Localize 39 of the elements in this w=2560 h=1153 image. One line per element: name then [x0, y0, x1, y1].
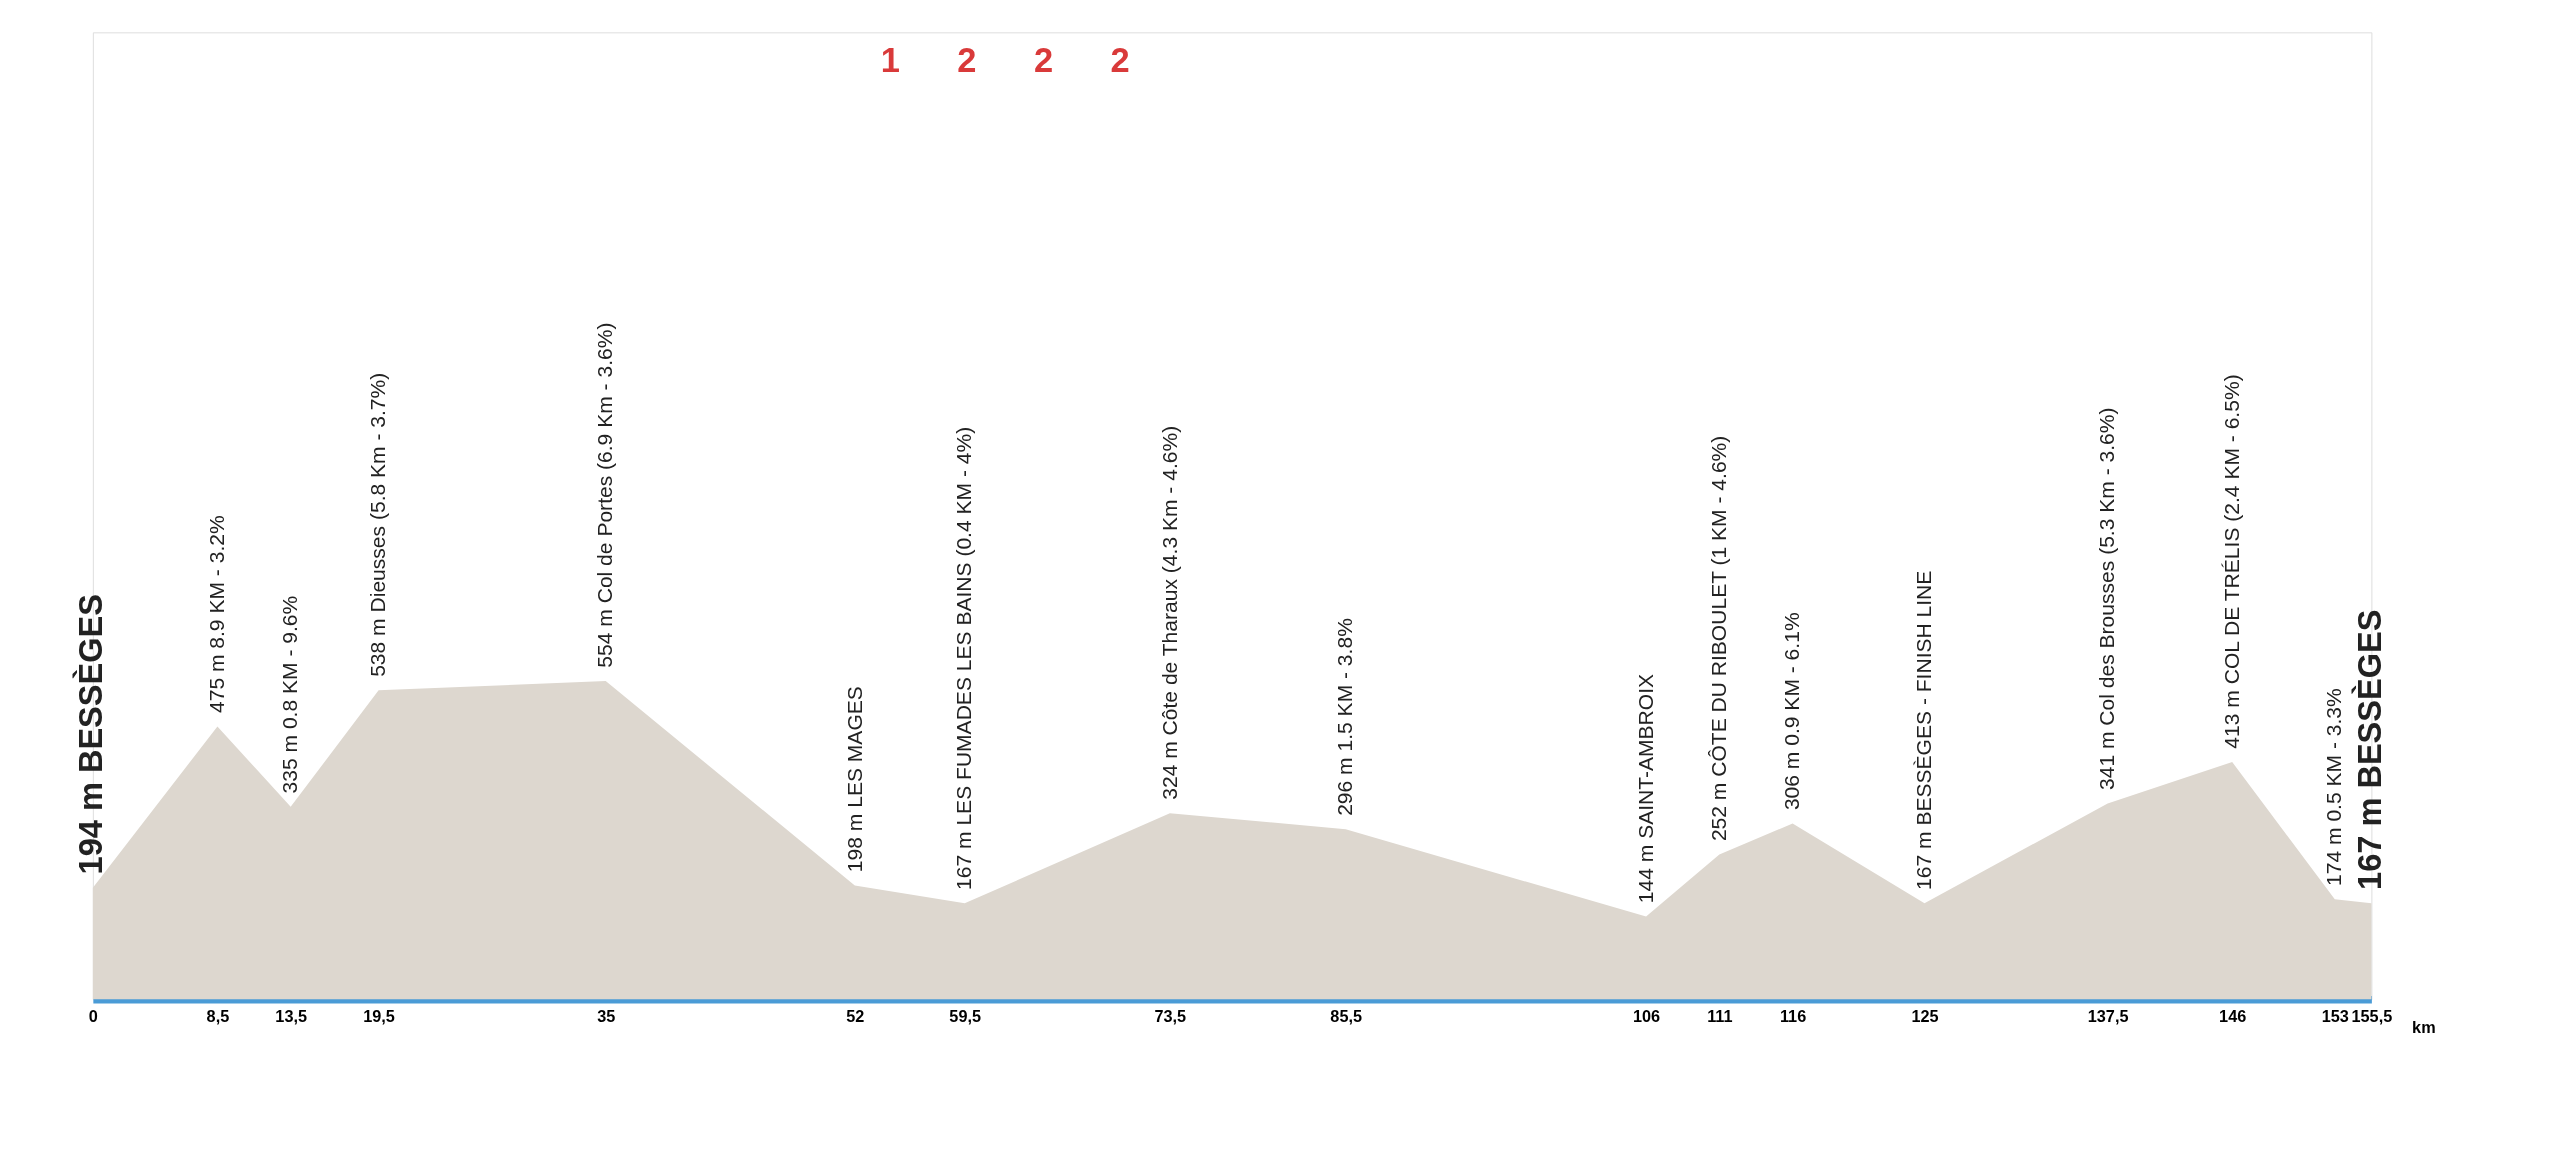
data-label: 144 m SAINT-AMBROIX: [1633, 673, 1657, 904]
x-tick-label: 85,5: [1330, 1006, 1363, 1025]
x-tick-label: 137,5: [2087, 1006, 2129, 1025]
data-label: 296 m 1.5 KM - 3.8%: [1333, 618, 1357, 816]
x-tick-label: 0: [88, 1006, 98, 1025]
x-tick-label: 52: [846, 1006, 865, 1025]
x-tick-label: 19,5: [363, 1006, 395, 1025]
data-label: 306 m 0.9 KM - 6.1%: [1780, 612, 1804, 811]
data-label: 335 m 0.8 KM - 9.6%: [278, 595, 302, 794]
text: 1: [880, 40, 900, 79]
x-tick-label: 153: [2321, 1006, 2349, 1025]
data-label: 538 m Dieusses (5.8 Km - 3.7%): [366, 372, 390, 677]
x-tick-label: 146: [2219, 1006, 2247, 1025]
x-tick-label: 111: [1707, 1006, 1733, 1025]
x-tick-label: 116: [1779, 1006, 1807, 1025]
x-tick-label: 125: [1911, 1006, 1939, 1025]
data-label: 554 m Col de Portes (6.9 Km - 3.6%): [593, 322, 617, 668]
text: 2: [1033, 40, 1054, 79]
data-label: 167 m BESSÈGES: [2350, 609, 2388, 890]
data-label: 174 m 0.5 KM - 3.3%: [2322, 688, 2346, 886]
data-label: 167 m BESSÈGES - FINISH LINE: [1912, 570, 1936, 890]
x-tick-label: 73,5: [1154, 1006, 1187, 1025]
x-axis-title: km: [2412, 1018, 2436, 1037]
data-label: 167 m LES FUMADES LES BAINS (0.4 KM - 4%): [952, 426, 976, 890]
data-label: 252 m CÔTE DU RIBOULET (1 KM - 4.6%): [1707, 435, 1731, 842]
data-label: 413 m COL DE TRÉLIS (2.4 KM - 6.5%): [2219, 374, 2243, 749]
data-label: 198 m LES MAGES: [842, 686, 866, 873]
data-label: 475 m 8.9 KM - 3.2%: [205, 515, 229, 714]
x-tick-label: 155,5: [2351, 1006, 2393, 1025]
x-tick-label: 13,5: [275, 1006, 307, 1025]
data-label: 324 m Côte de Tharaux (4.3 Km - 4.6%): [1157, 425, 1181, 800]
x-tick-label: 35: [597, 1006, 616, 1025]
data-label: 341 m Col des Brousses (5.3 Km - 3.6%): [2095, 407, 2119, 790]
text: 2: [957, 40, 977, 79]
text: 2: [1110, 40, 1130, 79]
x-tick-label: 59,5: [949, 1006, 982, 1025]
data-label: 194 m BESSÈGES: [72, 594, 110, 875]
x-tick-label: 8,5: [206, 1006, 230, 1025]
x-tick-label: 106: [1632, 1006, 1661, 1025]
